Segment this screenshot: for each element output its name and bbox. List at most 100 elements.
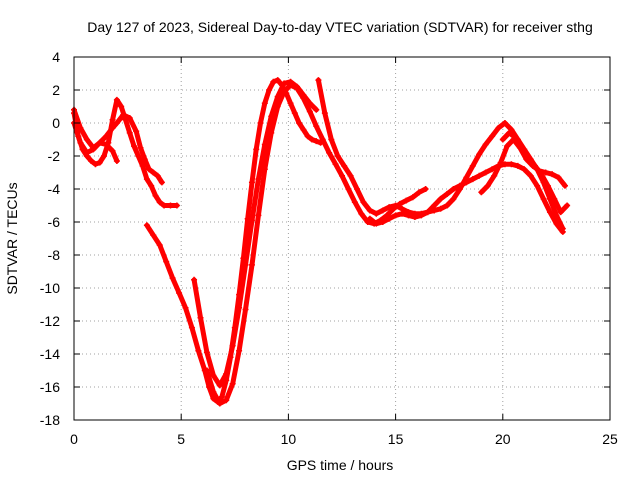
data-point (463, 179, 470, 186)
data-point (161, 202, 168, 209)
data-point (173, 202, 180, 209)
data-point (501, 120, 508, 126)
data-point (501, 161, 508, 168)
data-point (163, 258, 170, 265)
data-point (210, 388, 217, 395)
data-point (96, 139, 103, 146)
data-point (564, 202, 571, 209)
data-point (236, 304, 243, 311)
data-point (113, 120, 120, 126)
data-point (118, 103, 125, 110)
y-tick-label: -16 (40, 379, 60, 395)
data-point (141, 156, 148, 163)
y-tick-label: -8 (48, 247, 61, 263)
data-point (216, 400, 223, 407)
data-point (223, 397, 230, 404)
data-point (223, 370, 230, 377)
series-track-3 (71, 120, 120, 164)
data-point (268, 129, 275, 136)
data-point (538, 171, 545, 178)
data-point (341, 162, 348, 169)
y-tick-label: -12 (40, 313, 60, 329)
data-point (358, 210, 365, 217)
data-point (506, 129, 513, 136)
series-track-10 (499, 129, 571, 216)
data-point (287, 82, 294, 89)
data-point (242, 261, 249, 268)
x-axis-label: GPS time / hours (287, 457, 394, 473)
data-point (360, 199, 367, 206)
data-point (373, 210, 380, 217)
x-tick-label: 5 (177, 431, 185, 447)
data-point (135, 153, 142, 159)
data-point (553, 220, 560, 227)
data-point (120, 111, 127, 118)
data-point (561, 182, 568, 189)
data-point (315, 77, 322, 84)
data-point (261, 166, 268, 173)
data-point (422, 186, 429, 192)
y-axis-label: SDTVAR / TECUs (4, 182, 20, 294)
data-point (126, 129, 133, 136)
axis-ticks: 0 5 10 15 20 25 -18 -16 -14 -12 -10 -8 -6 -4 -2 0 2 4 (40, 49, 618, 447)
x-tick-label: 25 (602, 431, 618, 447)
data-point (469, 176, 476, 183)
data-point (308, 136, 315, 143)
data-point (482, 141, 489, 148)
data-point (519, 144, 526, 151)
data-point (154, 172, 161, 179)
data-point (405, 212, 412, 219)
data-point (437, 205, 444, 212)
data-point (321, 110, 328, 117)
data-point (261, 100, 268, 107)
data-point (366, 207, 373, 214)
data-point (182, 304, 189, 311)
y-tick-label: -4 (48, 181, 61, 197)
data-point (313, 106, 320, 113)
data-point (281, 80, 288, 87)
data-point (456, 182, 463, 189)
data-point (555, 174, 562, 181)
data-point (373, 220, 380, 227)
data-point (255, 212, 262, 219)
data-point (399, 210, 406, 217)
series-trace (500, 130, 570, 215)
data-point (495, 124, 502, 131)
data-point (328, 136, 335, 143)
data-point (203, 349, 210, 356)
data-point (137, 144, 144, 151)
data-point (416, 189, 423, 196)
data-point (403, 197, 410, 204)
data-point (77, 139, 84, 146)
data-point (304, 133, 311, 140)
data-point (392, 212, 399, 219)
data-point (469, 162, 476, 169)
data-point (332, 161, 339, 168)
data-point (236, 347, 243, 354)
data-point (126, 115, 133, 122)
data-point (248, 179, 255, 186)
data-point (266, 87, 273, 93)
data-point (113, 96, 120, 103)
data-point (444, 202, 451, 209)
data-point (152, 192, 159, 199)
data-point (484, 182, 491, 189)
data-point (386, 204, 393, 211)
data-point (148, 182, 155, 189)
data-point (424, 209, 431, 216)
data-point (270, 78, 277, 85)
data-point (409, 194, 416, 201)
data-point (508, 161, 515, 168)
data-point (544, 182, 551, 189)
data-point (534, 182, 541, 189)
series-track-6 (203, 82, 429, 407)
data-point (109, 124, 116, 131)
data-point (274, 77, 281, 84)
data-point (203, 367, 210, 374)
x-tick-label: 20 (495, 431, 511, 447)
data-point (450, 195, 457, 202)
plot-frame (73, 56, 611, 421)
x-tick-label: 0 (70, 431, 78, 447)
data-point (497, 159, 504, 166)
data-point (540, 195, 547, 202)
